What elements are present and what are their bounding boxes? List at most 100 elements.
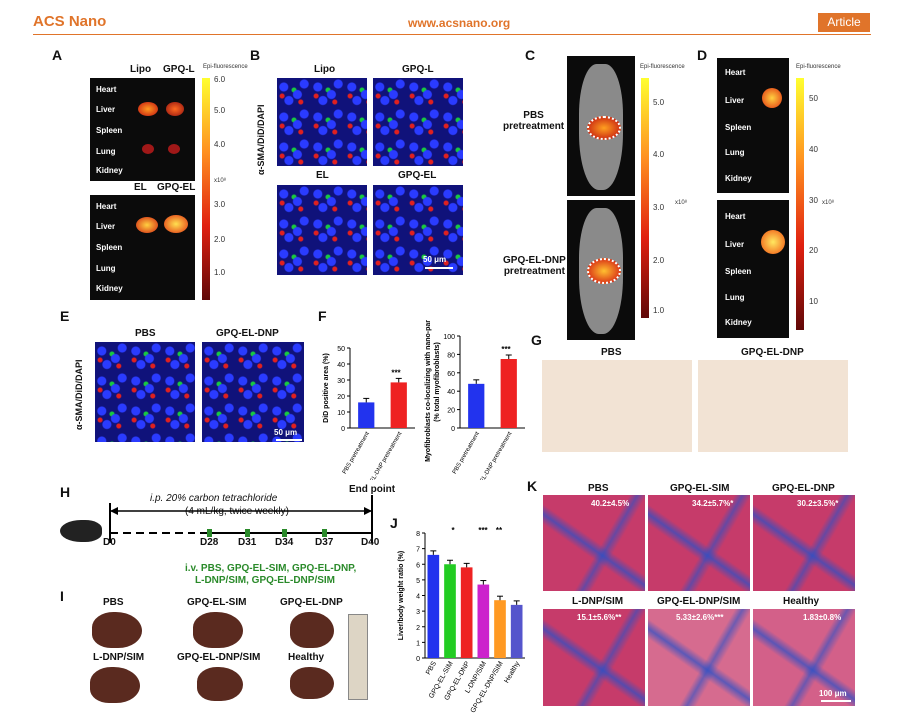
- organ-label: Liver: [96, 105, 116, 114]
- panel-g-col: PBS: [601, 347, 622, 358]
- significance-marker: **: [496, 526, 503, 535]
- bar: [460, 567, 473, 658]
- y-tick-label: 60: [447, 371, 455, 378]
- organ-label: Heart: [96, 85, 117, 94]
- iv-line-2: L-DNP/SIM, GPQ-EL-DNP/SIM: [195, 575, 335, 586]
- colorbar-tick: 10: [809, 297, 818, 306]
- y-tick-label: 0: [451, 426, 455, 433]
- liver-photo: [92, 612, 142, 648]
- panel-c-label: C: [525, 47, 536, 63]
- y-axis-label-line: (% total myofibroblasts): [434, 342, 441, 422]
- journal-url[interactable]: www.acsnano.org: [408, 16, 511, 30]
- y-tick-label: 3: [416, 609, 420, 616]
- y-tick-label: 100: [443, 334, 455, 341]
- bar: [494, 600, 506, 658]
- x-tick-label: PBS pretreatment: [342, 431, 371, 476]
- trichrome-image: 34.2±5.7%*: [648, 495, 750, 591]
- mouse-icon: [60, 520, 102, 542]
- colorbar-tick: 2.0: [653, 256, 665, 265]
- significance-marker: ***: [501, 345, 511, 354]
- organ-label: Spleen: [96, 243, 123, 252]
- trichrome-group-label: Healthy: [783, 596, 820, 607]
- significance-marker: ***: [391, 368, 401, 377]
- scale-bar: [821, 700, 851, 702]
- trichrome-image: 40.2±4.5%: [543, 495, 645, 591]
- organ-label: Spleen: [725, 267, 752, 276]
- panel-d-label: D: [697, 47, 708, 63]
- panel-d-bottom-image: Heart Liver Spleen Lung Kidney: [717, 200, 789, 338]
- dose-marker: [207, 529, 212, 537]
- bar: [358, 402, 375, 428]
- trichrome-image: 15.1±5.6%**: [543, 609, 645, 706]
- trichrome-image: 5.33±2.6%***: [648, 609, 750, 706]
- mouse-image-pbs: [567, 56, 635, 196]
- histology-g-gpq: [698, 360, 848, 452]
- organ-label: Spleen: [725, 123, 752, 132]
- y-axis-label: Liver/body weight ratio (%): [398, 551, 405, 640]
- liver-group-label: Healthy: [288, 652, 325, 663]
- panel-j-label: J: [390, 515, 398, 531]
- micrograph-gpq-l: [373, 78, 463, 166]
- colorbar-tick: 6.0: [214, 75, 226, 84]
- liver-photo: [290, 612, 334, 648]
- y-tick-label: 10: [337, 410, 345, 417]
- panel-a-col-gpql: GPQ-L: [163, 64, 195, 75]
- lung-signal: [142, 144, 154, 154]
- day-label: D0: [103, 537, 116, 548]
- day-label: D40: [361, 537, 380, 548]
- timeline-graphic: [109, 495, 373, 543]
- fibrosis-value: 34.2±5.7%*: [692, 499, 734, 508]
- organ-label: Liver: [725, 96, 745, 105]
- colorbar-title: Epi-fluorescence: [796, 64, 841, 70]
- panel-h-endpoint: End point: [349, 484, 396, 495]
- micrograph-gpq-el: 50 μm: [373, 185, 463, 275]
- fibrosis-value: 1.83±0.8%: [803, 613, 842, 622]
- y-tick-label: 8: [416, 531, 420, 538]
- colorbar-tick: 20: [809, 246, 818, 255]
- panel-a-col-el: EL: [134, 182, 147, 193]
- colorbar-tick: 50: [809, 94, 818, 103]
- colorbar-title: Epi-fluorescence: [203, 64, 248, 70]
- y-tick-label: 2: [416, 625, 420, 632]
- y-axis-label-line: Liver/body weight ratio (%): [398, 551, 405, 640]
- organ-label: Liver: [725, 240, 745, 249]
- significance-marker: ***: [478, 526, 488, 535]
- liver-group-label: PBS: [103, 597, 124, 608]
- liver-group-label: GPQ-EL-DNP: [280, 597, 343, 608]
- panel-a-top-image: Heart Liver Spleen Lung Kidney: [90, 78, 195, 181]
- organ-label: Lung: [725, 148, 745, 157]
- y-tick-label: 7: [416, 547, 420, 554]
- micrograph-e-pbs: [95, 342, 195, 442]
- organ-label: Lung: [725, 293, 745, 302]
- x-tick-label: PBS: [425, 660, 438, 676]
- y-tick-label: 5: [416, 578, 420, 585]
- scale-bar-label: 50 μm: [274, 428, 298, 437]
- y-axis-label-line: Myofibroblasts co-localizing with nano-p…: [425, 320, 432, 462]
- trichrome-group-label: L-DNP/SIM: [572, 596, 624, 607]
- bar: [390, 382, 407, 428]
- trichrome-group-label: GPQ-EL-SIM: [670, 483, 730, 494]
- liver-signal: [762, 88, 782, 108]
- colorbar-tick: 3.0: [214, 200, 226, 209]
- panel-e-stain-label: α-SMA/DiD/DAPI: [74, 359, 84, 430]
- panel-d-top-image: Heart Liver Spleen Lung Kidney: [717, 58, 789, 193]
- panel-d-colorbar: [796, 78, 804, 330]
- colorbar-tick: 5.0: [653, 98, 665, 107]
- panel-h-label: H: [60, 484, 71, 500]
- ruler: [348, 614, 368, 700]
- y-tick-label: 20: [337, 394, 345, 401]
- y-tick-label: 40: [447, 389, 455, 396]
- dose-marker: [282, 529, 287, 537]
- colorbar-unit: x10⁸: [822, 200, 835, 206]
- arrow-head-left: [110, 507, 118, 515]
- histology-g-pbs: [542, 360, 692, 452]
- fibrosis-value: 30.2±3.5%*: [797, 499, 839, 508]
- panel-f-label: F: [318, 308, 327, 324]
- liver-group-label: GPQ-EL-DNP/SIM: [177, 652, 261, 663]
- liver-signal: [136, 217, 158, 233]
- trichrome-image: 30.2±3.5%*: [753, 495, 855, 591]
- liver-signal: [761, 230, 785, 254]
- liver-photo: [193, 612, 243, 648]
- colorbar-tick: 4.0: [214, 140, 226, 149]
- colorbar-tick: 5.0: [214, 106, 226, 115]
